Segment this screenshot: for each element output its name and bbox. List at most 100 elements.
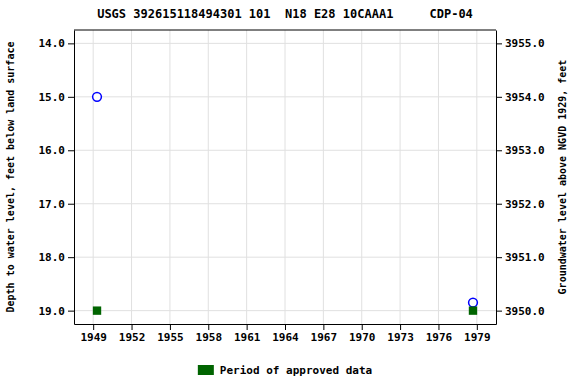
- grid-line-y: [74, 96, 496, 97]
- y-axis-tick-label: 19.0: [39, 305, 66, 318]
- legend-swatch: [198, 365, 214, 375]
- x-axis-tick-label: 1958: [196, 331, 223, 344]
- y-axis-tick: 18.0: [39, 251, 75, 264]
- series: [93, 306, 477, 314]
- y2-axis-tick-label: 3953.0: [505, 144, 545, 157]
- y2-axis-tick-mark: [496, 204, 502, 205]
- frame-top: [74, 30, 496, 31]
- y2-axis-tick-mark: [496, 43, 502, 44]
- title: USGS 392615118494301 101 N18 E28 10CAAA1…: [97, 7, 473, 21]
- y2-axis-tick: 3951.0: [496, 251, 545, 264]
- x-axis-tick: 1973: [387, 324, 414, 344]
- x-axis-tick-label: 1955: [157, 331, 184, 344]
- x-axis-tick-label: 1964: [272, 331, 299, 344]
- chart: 1949 1952 1955 1958 1961 1964 1967 1970 1973 1976…: [0, 0, 576, 384]
- marks: [93, 92, 478, 314]
- y-axis-tick: 15.0: [39, 91, 75, 104]
- x-axis-tick-label: 1967: [311, 331, 338, 344]
- plot: 1949 1952 1955 1958 1961 1964 1967 1970 1973 1976…: [39, 30, 545, 344]
- x-axis-tick-mark: [170, 324, 171, 330]
- y2-axis-tick-label: 3951.0: [505, 251, 545, 264]
- y2-axis-label: Groundwater level above NGVD 1929, feet: [557, 60, 568, 295]
- y-axis-label: Depth to water level, feet below land su…: [5, 42, 16, 313]
- x-axis-tick-label: 1979: [464, 331, 491, 344]
- grid-line-x: [285, 30, 286, 324]
- y-axis-tick: 17.0: [39, 198, 75, 211]
- grid-line-x: [131, 30, 132, 324]
- y-axis-tick: 19.0: [39, 305, 75, 318]
- y2-axis-tick-mark: [496, 257, 502, 258]
- square-marker: [93, 306, 101, 314]
- y2-axis: 3950.0 3951.0 3952.0 3953.0 3954.0 3955.0: [496, 31, 545, 325]
- legend-item: Period of approved data: [198, 364, 372, 377]
- x-axis-tick-label: 1973: [387, 331, 414, 344]
- x-axis-tick: 1949: [80, 324, 107, 344]
- y-axis-tick: 14.0: [39, 37, 75, 50]
- x-axis-tick-mark: [362, 324, 363, 330]
- x-axis-tick-label: 1976: [426, 331, 453, 344]
- x-axis-tick-mark: [208, 324, 209, 330]
- y-axis-tick-mark: [68, 150, 74, 151]
- grid-line-x: [208, 30, 209, 324]
- y2-axis-tick: 3952.0: [496, 198, 545, 211]
- y2-axis-tick-label: 3950.0: [505, 305, 545, 318]
- x-axis-tick-label: 1961: [234, 331, 261, 344]
- x-axis-tick-mark: [438, 324, 439, 330]
- y-axis-tick-label: 14.0: [39, 37, 66, 50]
- y2-axis-tick-mark: [496, 150, 502, 151]
- y2-axis-tick-label: 3955.0: [505, 37, 545, 50]
- y2-axis-line: [496, 31, 497, 325]
- x-axis-tick: 1952: [119, 324, 146, 344]
- grid-line-y: [74, 150, 496, 151]
- y2-axis-tick: 3955.0: [496, 37, 545, 50]
- y2-axis-tick-mark: [496, 311, 502, 312]
- x-axis-tick: 1976: [426, 324, 453, 344]
- x-axis-tick: 1961: [234, 324, 261, 344]
- series: [93, 92, 478, 307]
- grid-line-x: [476, 30, 477, 324]
- y-axis-tick-label: 18.0: [39, 251, 66, 264]
- x-axis-tick-mark: [93, 324, 94, 330]
- legend: Period of approved data: [198, 364, 372, 377]
- x-axis-tick: 1979: [464, 324, 491, 344]
- y-axis-tick-label: 15.0: [39, 91, 66, 104]
- grid-line-y: [74, 310, 496, 311]
- x-axis: 1949 1952 1955 1958 1961 1964 1967 1970 1973 1976…: [75, 324, 497, 344]
- grid-line-x: [169, 30, 170, 324]
- y2-axis-tick-mark: [496, 97, 502, 98]
- y2-axis-tick: 3954.0: [496, 91, 545, 104]
- grid-line-x: [323, 30, 324, 324]
- x-axis-tick-label: 1949: [80, 331, 107, 344]
- y2-axis-tick-label: 3954.0: [505, 91, 545, 104]
- grid-line-x: [93, 30, 94, 324]
- y2-axis-tick: 3950.0: [496, 305, 545, 318]
- grid-line-x: [246, 30, 247, 324]
- y-axis-tick-mark: [68, 204, 74, 205]
- y-axis: 14.0 15.0 16.0 17.0 18.0 19.0: [39, 31, 75, 325]
- x-axis-tick-mark: [247, 324, 248, 330]
- x-axis-tick-mark: [285, 324, 286, 330]
- grid-line-y: [74, 257, 496, 258]
- x-axis-tick-mark: [400, 324, 401, 330]
- grid: [74, 30, 496, 324]
- y-axis-tick-mark: [68, 257, 74, 258]
- x-axis-tick: 1967: [311, 324, 338, 344]
- y-axis-tick-mark: [68, 43, 74, 44]
- x-axis-tick: 1970: [349, 324, 376, 344]
- grid-line-y: [74, 203, 496, 204]
- y-axis-line: [74, 31, 75, 325]
- x-axis-tick-mark: [477, 324, 478, 330]
- grid-line-y: [74, 43, 496, 44]
- grid-line-x: [400, 30, 401, 324]
- x-axis-tick-mark: [323, 324, 324, 330]
- x-axis-tick: 1955: [157, 324, 184, 344]
- x-axis-tick-label: 1952: [119, 331, 146, 344]
- grid-line-x: [361, 30, 362, 324]
- y2-axis-tick: 3953.0: [496, 144, 545, 157]
- grid-line-x: [438, 30, 439, 324]
- y-axis-tick: 16.0: [39, 144, 75, 157]
- y-axis-tick-mark: [68, 97, 74, 98]
- y-axis-tick-mark: [68, 311, 74, 312]
- y-axis-tick-label: 17.0: [39, 198, 66, 211]
- legend-label: Period of approved data: [220, 364, 372, 377]
